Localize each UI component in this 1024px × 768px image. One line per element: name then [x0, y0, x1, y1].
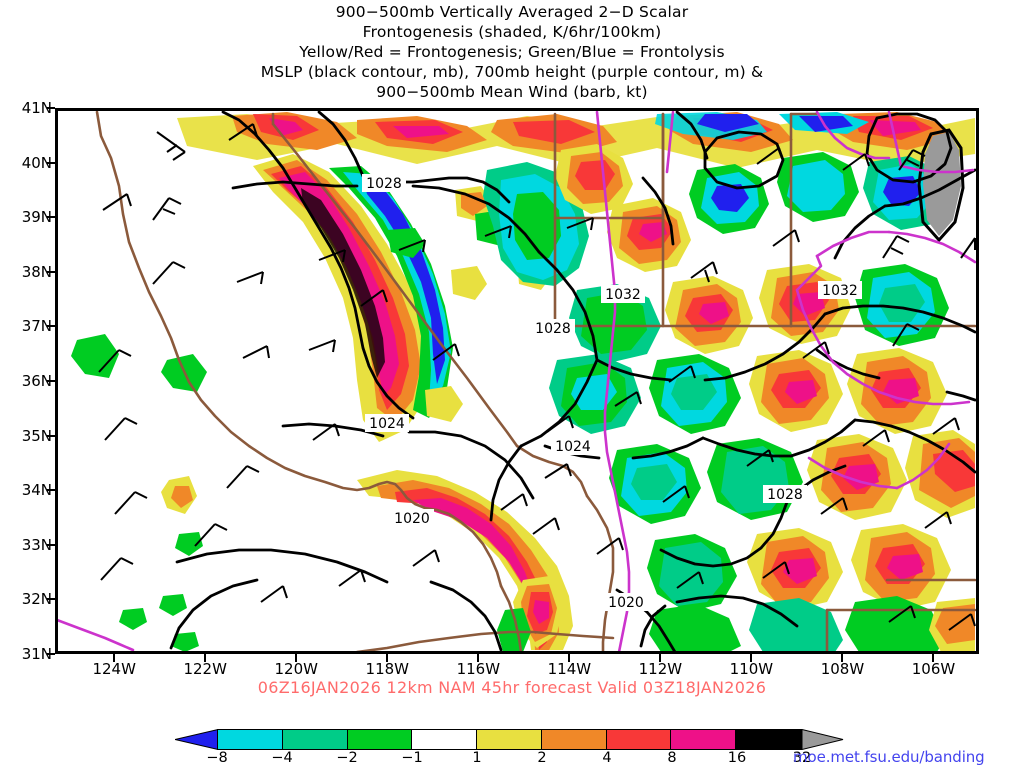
lat-tick-mark — [47, 161, 55, 164]
mslp-contour-label: 1032 — [818, 281, 862, 299]
lat-tick-mark — [47, 489, 55, 492]
svg-text:1020: 1020 — [608, 595, 644, 611]
colorbar-tick-label: 32 — [792, 750, 812, 766]
svg-text:1024: 1024 — [555, 439, 591, 455]
lon-tick-label: 124W — [92, 660, 136, 678]
mslp-contour-label: 1024 — [551, 437, 595, 455]
colorbar-tick-label: 1 — [472, 750, 482, 766]
lon-tick-mark — [113, 654, 116, 662]
lat-tick-label: 33N — [21, 535, 52, 554]
lon-tick-mark — [659, 654, 662, 662]
colorbar-tick-label: 16 — [727, 750, 747, 766]
title-line-3: Yellow/Red = Frontogenesis; Green/Blue =… — [299, 43, 725, 61]
colorbar-cell — [282, 730, 348, 749]
colorbar-tick-label: 2 — [537, 750, 547, 766]
state-borders — [95, 110, 977, 652]
forecast-valid-caption: 06Z16JAN2026 12km NAM 45hr forecast Vali… — [257, 678, 767, 697]
700mb-height-contours — [57, 110, 977, 652]
svg-text:1020: 1020 — [394, 511, 430, 527]
mslp-contour-label: 1020 — [390, 509, 434, 527]
colorbar-tick-label: 8 — [667, 750, 677, 766]
colorbar: −8 −4 −2 −1 1 2 4 8 16 32 — [175, 729, 844, 766]
lat-tick-mark — [47, 598, 55, 601]
mslp-contour-label: 1028 — [531, 319, 575, 337]
wind-barbs — [98, 123, 976, 631]
lat-tick-label: 31N — [21, 645, 52, 663]
title-line-5: 900−500mb Mean Wind (barb, kt) — [376, 83, 648, 101]
mslp-contour-label: 1028 — [362, 174, 406, 192]
lon-tick-mark — [295, 654, 298, 662]
lon-tick-label: 118W — [365, 660, 409, 678]
title-line-1: 900−500mb Vertically Averaged 2−D Scalar — [335, 3, 689, 21]
lon-tick-label: 120W — [274, 660, 318, 678]
svg-text:1028: 1028 — [366, 176, 402, 192]
colorbar-cell — [477, 730, 542, 749]
lat-tick-mark — [47, 107, 55, 109]
lat-tick-label: 34N — [21, 481, 52, 500]
lat-tick-label: 32N — [21, 590, 52, 609]
lat-tick-mark — [47, 325, 55, 328]
lon-tick-mark — [204, 654, 207, 662]
mslp-contour-label: 1020 — [604, 593, 648, 611]
site-watermark: moe.met.fsu.edu/banding — [793, 748, 985, 766]
lon-tick-mark — [750, 654, 753, 662]
lat-tick-label: 40N — [21, 153, 52, 172]
title-line-2: Frontogenesis (shaded, K/6hr/100km) — [362, 23, 662, 41]
contour-label-group: 1028 1032 1028 1032 1024 1024 1028 1020 1020 — [362, 174, 862, 611]
chart-title-block: 900−500mb Vertically Averaged 2−D Scalar… — [0, 2, 1024, 102]
lat-tick-mark — [47, 653, 55, 655]
mslp-contour-label: 1032 — [601, 285, 645, 303]
lat-tick-mark — [47, 543, 55, 546]
lat-tick-label: 36N — [21, 372, 52, 390]
lat-tick-mark — [47, 380, 55, 382]
colorbar-cell — [218, 730, 283, 749]
mslp-contour-label: 1028 — [763, 485, 807, 503]
lon-tick-mark — [477, 654, 480, 662]
lon-tick-mark — [386, 654, 389, 662]
mslp-contour-label: 1024 — [365, 414, 409, 432]
lat-tick-label: 35N — [21, 426, 52, 445]
lat-tick-mark — [47, 270, 55, 273]
colorbar-cells — [217, 729, 802, 750]
colorbar-cell — [736, 730, 802, 749]
lon-tick-label: 114W — [547, 660, 592, 678]
colorbar-cell — [541, 730, 607, 749]
colorbar-underflow-arrow — [175, 729, 219, 750]
lat-tick-label: 38N — [21, 262, 52, 281]
lat-tick-label: 39N — [21, 208, 52, 227]
lon-tick-mark — [568, 654, 571, 662]
colorbar-cell — [347, 730, 413, 749]
colorbar-overflow-arrow — [802, 729, 844, 750]
lon-tick-label: 110W — [729, 660, 774, 678]
colorbar-cell — [671, 730, 737, 749]
title-line-4: MSLP (black contour, mb), 700mb height (… — [260, 63, 764, 81]
lon-tick-label: 108W — [820, 660, 865, 678]
colorbar-tick-label: −8 — [206, 750, 228, 766]
svg-text:1032: 1032 — [605, 287, 641, 303]
lon-tick-label: 122W — [183, 660, 227, 678]
lat-tick-label: 41N — [21, 99, 52, 117]
lat-tick-mark — [47, 216, 55, 219]
lon-tick-mark — [932, 654, 935, 662]
colorbar-tick-label: −2 — [336, 750, 358, 766]
map-plot-area: 1028 1032 1028 1032 1024 1024 1028 1020 1020 — [55, 108, 979, 654]
svg-text:1024: 1024 — [369, 416, 405, 432]
lat-tick-label: 37N — [21, 317, 52, 336]
lon-tick-label: 116W — [456, 660, 501, 678]
frontogenesis-shading — [71, 112, 975, 652]
colorbar-cell — [606, 730, 672, 749]
lon-tick-label: 112W — [638, 660, 683, 678]
lat-tick-mark — [47, 434, 55, 437]
svg-text:1028: 1028 — [535, 321, 571, 337]
lon-tick-mark — [841, 654, 844, 662]
colorbar-cell — [412, 730, 478, 749]
frontogenesis-map: 1028 1032 1028 1032 1024 1024 1028 1020 1020 — [57, 110, 977, 652]
svg-text:1032: 1032 — [822, 283, 858, 299]
colorbar-tick-label: 4 — [602, 750, 612, 766]
colorbar-tick-label: −4 — [271, 750, 293, 766]
colorbar-tick-label: −1 — [401, 750, 423, 766]
svg-text:1028: 1028 — [767, 487, 803, 503]
lon-tick-label: 106W — [911, 660, 956, 678]
